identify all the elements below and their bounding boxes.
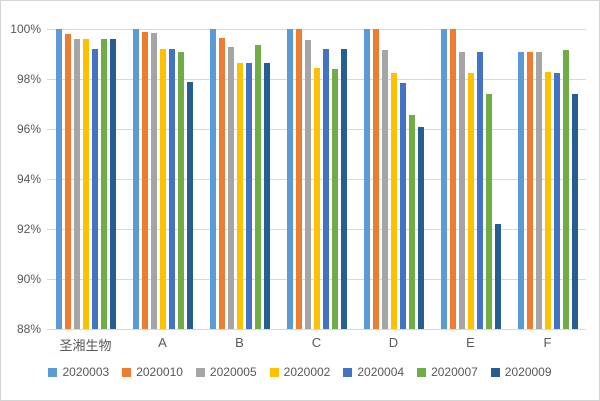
- bar-group-D: [355, 29, 432, 329]
- bar-2020005-D: [381, 50, 388, 329]
- bar-2020009-圣湘生物: [109, 39, 116, 329]
- bar-2020010-B: [218, 37, 225, 329]
- bar-2020009-A: [186, 81, 193, 329]
- bar-2020004-B: [245, 62, 252, 329]
- bar-2020005-圣湘生物: [73, 39, 80, 329]
- y-axis-tick-label: 96%: [16, 122, 41, 136]
- bar-groups: [47, 29, 586, 329]
- legend: 2020003 2020010 2020005 2020002 2020004 20200…: [1, 365, 599, 379]
- bar-2020010-E: [449, 29, 456, 329]
- legend-item-2020002: 2020002: [269, 365, 331, 379]
- x-axis-category-label: F: [543, 335, 552, 350]
- plot-area: [47, 29, 586, 330]
- bar-2020007-F: [562, 50, 569, 329]
- legend-item-2020009: 2020009: [490, 365, 552, 379]
- x-axis-category-label: A: [158, 335, 167, 350]
- bar-group-B: [201, 29, 278, 329]
- bar-2020005-C: [304, 40, 311, 329]
- bar-2020003-圣湘生物: [55, 29, 62, 329]
- legend-item-2020010: 2020010: [122, 365, 183, 379]
- legend-label: 2020004: [357, 365, 405, 379]
- bar-2020009-C: [340, 49, 347, 329]
- bar-2020003-C: [286, 29, 293, 329]
- bar-2020005-B: [227, 46, 234, 329]
- bar-2020007-D: [408, 115, 415, 329]
- bar-2020003-A: [132, 29, 139, 329]
- bar-2020004-圣湘生物: [91, 49, 98, 329]
- x-axis-category-label: D: [388, 335, 399, 350]
- x-axis-category-label: C: [311, 335, 322, 350]
- legend-label: 2020003: [62, 365, 110, 379]
- bar-2020004-D: [399, 82, 406, 329]
- bar-2020002-D: [390, 72, 397, 329]
- legend-item-2020005: 2020005: [195, 365, 257, 379]
- y-axis-tick-label: 88%: [16, 322, 41, 336]
- bar-2020003-B: [209, 29, 216, 329]
- bar-2020010-C: [295, 29, 302, 329]
- bar-2020002-A: [159, 49, 166, 329]
- bar-2020010-D: [372, 29, 379, 329]
- bar-2020009-B: [263, 62, 270, 329]
- bar-2020009-F: [571, 94, 578, 329]
- bar-2020007-圣湘生物: [100, 39, 107, 329]
- legend-item-2020007: 2020007: [417, 365, 478, 379]
- y-axis-tick-label: 100%: [10, 22, 41, 36]
- bar-2020010-圣湘生物: [64, 34, 71, 329]
- bar-2020003-D: [363, 29, 370, 329]
- bar-2020005-F: [535, 51, 542, 329]
- bar-2020007-A: [177, 51, 184, 329]
- bar-2020004-E: [476, 51, 483, 329]
- bar-2020005-A: [150, 32, 157, 329]
- bar-group-圣湘生物: [47, 29, 124, 329]
- y-axis: 100% 98% 96% 94% 92% 90% 88%: [1, 22, 41, 336]
- legend-swatch-icon: [269, 367, 279, 377]
- gridline: [47, 29, 586, 30]
- bar-2020002-F: [544, 71, 551, 329]
- bar-2020009-D: [417, 126, 424, 329]
- bar-group-A: [124, 29, 201, 329]
- bar-2020004-C: [322, 49, 329, 329]
- bar-group-F: [509, 29, 586, 329]
- legend-label: 2020005: [209, 365, 257, 379]
- x-axis-category-label: E: [466, 335, 475, 350]
- x-axis-category-label: B: [235, 335, 244, 350]
- bar-2020002-E: [467, 72, 474, 329]
- legend-item-2020003: 2020003: [48, 365, 109, 379]
- bar-2020002-圣湘生物: [82, 39, 89, 329]
- legend-label: 2020007: [431, 365, 478, 379]
- gridline: [47, 329, 586, 330]
- bar-2020004-F: [553, 72, 560, 329]
- legend-label: 2020002: [283, 365, 331, 379]
- legend-swatch-icon: [343, 367, 353, 377]
- bar-2020002-C: [313, 67, 320, 329]
- bar-2020003-E: [440, 29, 447, 329]
- bar-2020009-E: [494, 224, 501, 329]
- y-axis-tick-label: 92%: [16, 222, 41, 236]
- legend-swatch-icon: [490, 367, 500, 377]
- legend-label: 2020009: [504, 365, 552, 379]
- bar-group-E: [432, 29, 509, 329]
- bar-2020010-A: [141, 31, 148, 329]
- bar-2020003-F: [517, 51, 524, 329]
- bar-group-C: [278, 29, 355, 329]
- legend-swatch-icon: [195, 367, 205, 377]
- bar-2020007-C: [331, 69, 338, 329]
- y-axis-tick-label: 94%: [16, 172, 41, 186]
- bar-2020002-B: [236, 62, 243, 329]
- bar-2020007-E: [485, 94, 492, 329]
- x-axis: 圣湘生物 A B C D E F: [47, 335, 586, 354]
- bar-2020007-B: [254, 45, 261, 329]
- legend-swatch-icon: [417, 367, 427, 377]
- legend-item-2020004: 2020004: [343, 365, 404, 379]
- legend-swatch-icon: [48, 367, 58, 377]
- y-axis-tick-label: 90%: [16, 272, 41, 286]
- bar-2020004-A: [168, 49, 175, 329]
- bar-2020010-F: [526, 51, 533, 329]
- legend-swatch-icon: [122, 367, 132, 377]
- legend-label: 2020010: [136, 365, 183, 379]
- bar-2020005-E: [458, 51, 465, 329]
- y-axis-tick-label: 98%: [16, 72, 41, 86]
- x-axis-category-label: 圣湘生物: [59, 338, 112, 353]
